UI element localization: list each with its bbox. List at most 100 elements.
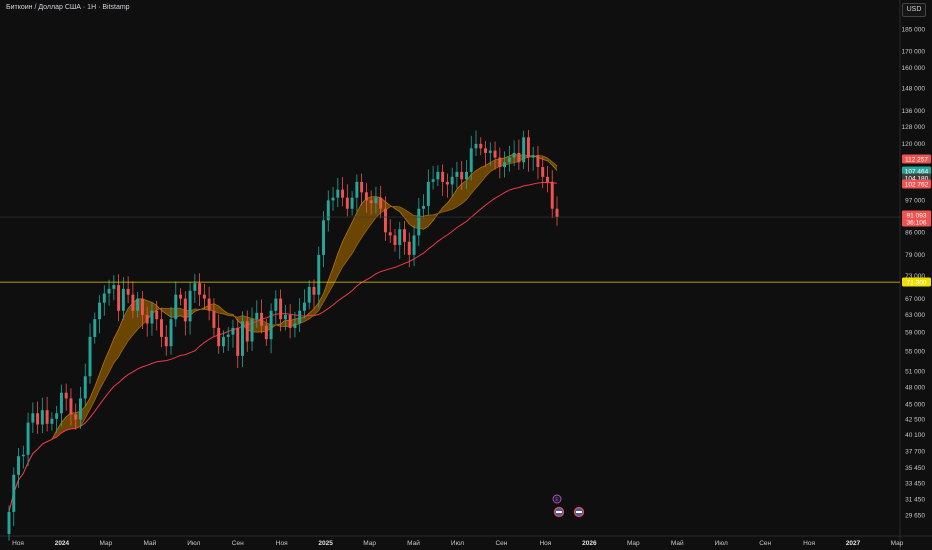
price-badge [902, 277, 931, 287]
candle-body [512, 152, 516, 158]
y-tick-label: 55 000 [905, 348, 925, 355]
ema-ribbon [9, 154, 557, 512]
x-tick-label: 2025 [318, 540, 333, 547]
candle-body [93, 319, 97, 337]
candle-body [107, 288, 111, 294]
candle-body [74, 414, 78, 420]
y-tick-label: 42 500 [905, 417, 925, 424]
candle-body [169, 319, 173, 347]
candle-body [531, 155, 535, 158]
candle-body [336, 189, 340, 198]
candle-body [188, 290, 192, 322]
candle-body [140, 298, 144, 315]
x-tick-label: Сен [759, 540, 771, 547]
candle-body [398, 229, 402, 245]
candle-body [241, 321, 244, 356]
y-tick-label: 31 450 [905, 497, 925, 504]
candle-body [317, 254, 321, 295]
slow-ema-line [8, 155, 558, 512]
candle-body [7, 511, 11, 535]
candle-body [255, 312, 259, 320]
candle-body [64, 392, 68, 399]
y-tick-label: 120 000 [902, 141, 926, 148]
candle-body [422, 205, 426, 209]
x-tick-label: Мар [363, 540, 376, 547]
price-badge-label: 107 464 [905, 168, 929, 175]
y-tick-label: 33 450 [905, 480, 925, 487]
candle-body [55, 413, 59, 419]
y-tick-label: 59 000 [905, 330, 925, 337]
y-tick-label: 67 000 [905, 296, 925, 303]
candle-body [231, 327, 235, 335]
price-badge [902, 179, 931, 189]
y-tick-label: 79 000 [905, 252, 925, 259]
y-tick-label: 97 000 [905, 198, 925, 205]
y-tick-label: 40 100 [905, 432, 925, 439]
candle-body [445, 181, 449, 185]
candle-body [279, 298, 283, 320]
x-tick-label: Май [407, 539, 420, 547]
candle-body [126, 288, 130, 295]
candle-body [493, 150, 497, 158]
candle-body [517, 152, 521, 163]
price-badge-label: 36:106 [907, 219, 927, 226]
candle-body [522, 137, 526, 163]
candle-body [412, 235, 416, 255]
currency-button[interactable]: USD [902, 3, 926, 17]
y-tick-label: 128 000 [902, 124, 926, 131]
candle-body [155, 310, 159, 320]
candle-body [83, 376, 87, 399]
candle-body [245, 321, 249, 342]
candle-body [79, 398, 82, 420]
y-tick-label: 29 650 [905, 512, 925, 519]
y-tick-label: 51 000 [905, 368, 925, 375]
candle-body [50, 418, 54, 424]
x-tick-label: Май [671, 539, 684, 547]
candle-body [150, 310, 154, 324]
candle-body [202, 294, 206, 299]
x-tick-label: Июл [451, 540, 464, 547]
candle-body [121, 288, 125, 311]
candle-body [269, 310, 273, 340]
x-tick-label: 2026 [582, 540, 597, 547]
candle-body [112, 285, 116, 289]
earnings-marker [552, 494, 562, 504]
x-tick-label: Ноя [539, 540, 551, 547]
economic-event-flag [556, 511, 562, 513]
candle-body [407, 241, 411, 255]
candle-body [312, 286, 316, 295]
x-tick-label: Сен [232, 540, 244, 547]
candle-body [507, 157, 511, 163]
candle-body [536, 155, 540, 167]
candle-body [541, 166, 545, 177]
candle-body [388, 232, 392, 236]
candle-body [207, 298, 211, 311]
price-badge [902, 154, 931, 164]
y-tick-label: 48 000 [905, 384, 925, 391]
candle-body [298, 310, 302, 324]
candle-body [307, 286, 311, 303]
candle-body [264, 325, 268, 340]
candle-body [274, 298, 278, 311]
candle-body [498, 157, 502, 167]
chart-title: Биткоин / Доллар США · 1Н · Bitstamp [6, 4, 130, 11]
candle-body [288, 314, 292, 328]
y-tick-label: 45 000 [905, 402, 925, 409]
candle-body [426, 181, 430, 206]
candle-body [160, 319, 163, 337]
candle-body [479, 143, 483, 149]
candle-body [331, 197, 335, 201]
candle-body [145, 314, 149, 324]
candle-body [488, 150, 492, 153]
price-badge-label: 71 300 [907, 279, 927, 286]
y-tick-label: 148 000 [902, 86, 926, 93]
candle-body [69, 398, 73, 415]
candle-body [369, 200, 373, 204]
price-badge-label: 112 257 [905, 156, 928, 163]
candle-body [212, 310, 216, 328]
fast-ema-line [8, 153, 558, 512]
candle-body [31, 413, 35, 423]
candle-body [40, 410, 44, 425]
candle-body [293, 323, 297, 328]
